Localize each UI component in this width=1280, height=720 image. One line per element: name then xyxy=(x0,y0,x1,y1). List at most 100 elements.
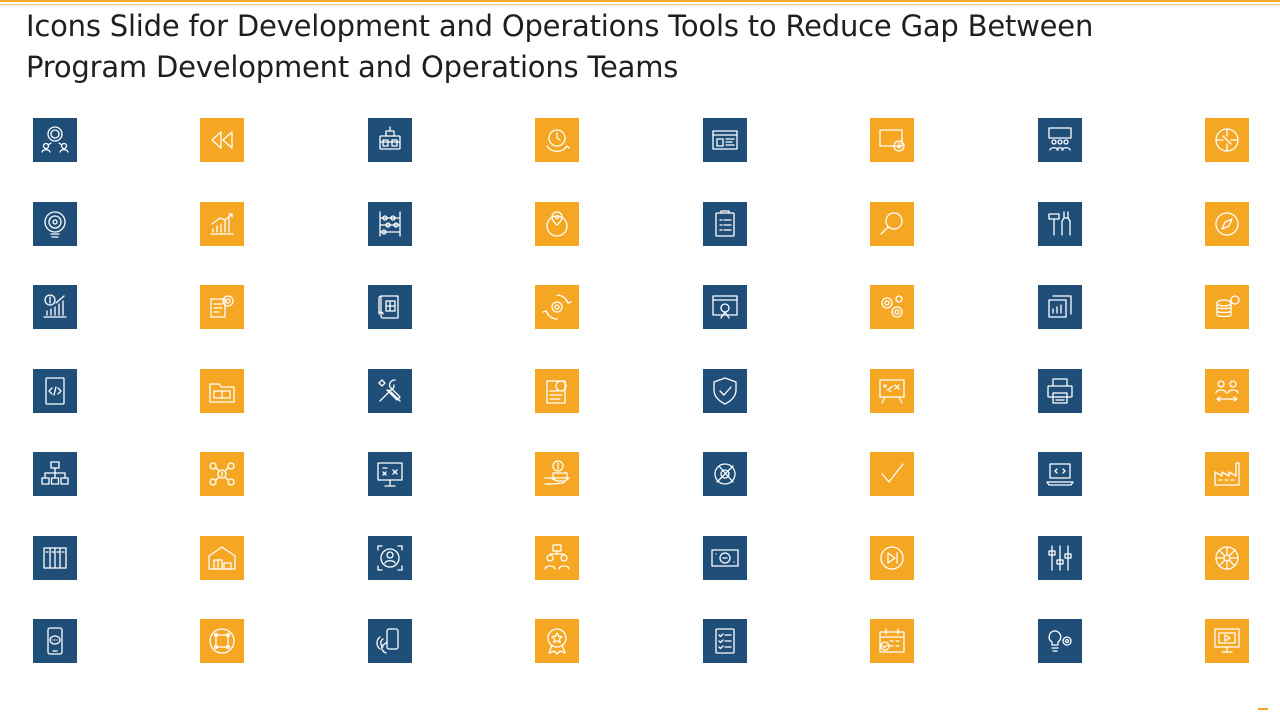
team-meeting-board-icon xyxy=(1038,118,1082,162)
org-chart-icon-glyph xyxy=(41,461,69,485)
rewind-icon xyxy=(200,118,244,162)
play-next-icon-glyph xyxy=(880,546,904,570)
idea-gear-icon xyxy=(1038,619,1082,663)
hammer-tools-icon xyxy=(1038,202,1082,246)
people-exchange-icon-glyph xyxy=(1215,380,1239,402)
hierarchy-people-icon xyxy=(535,536,579,580)
mixer-sliders-icon-glyph xyxy=(1048,545,1072,571)
code-tablet-icon xyxy=(33,369,77,413)
banknote-icon xyxy=(703,536,747,580)
checkmark-icon xyxy=(870,452,914,496)
mobile-chat-icon-glyph xyxy=(47,627,63,655)
clipboard-checklist-icon xyxy=(703,202,747,246)
compass-icon-glyph xyxy=(1215,212,1239,236)
warehouse-icon xyxy=(200,536,244,580)
gears-icon xyxy=(870,285,914,329)
title-line-2: Program Development and Operations Teams xyxy=(26,50,679,84)
checkmark-icon-glyph xyxy=(881,463,904,483)
server-racks-icon xyxy=(33,536,77,580)
luggage-icon-glyph xyxy=(379,126,401,150)
org-chart-icon xyxy=(33,452,77,496)
growth-bar-chart-icon-glyph xyxy=(210,213,234,235)
gear-cycle-icon xyxy=(535,285,579,329)
globe-location-pin-icon xyxy=(535,202,579,246)
circle-frame-icon xyxy=(200,619,244,663)
team-network-icon xyxy=(33,118,77,162)
network-dollar-icon-glyph xyxy=(209,462,235,486)
document-gear-icon-glyph xyxy=(210,295,234,318)
gear-tools-icon xyxy=(703,452,747,496)
wrench-screwdriver-icon-glyph xyxy=(378,379,401,402)
folder-icon-glyph xyxy=(209,383,235,403)
factory-icon xyxy=(1205,452,1249,496)
mixer-sliders-icon xyxy=(1038,536,1082,580)
screen-download-icon-glyph xyxy=(879,129,905,152)
phone-hand-icon xyxy=(368,619,412,663)
banknote-icon-glyph xyxy=(711,549,739,567)
people-exchange-icon xyxy=(1205,369,1249,413)
coins-settings-icon xyxy=(1205,285,1249,329)
hand-money-icon xyxy=(535,452,579,496)
abacus-icon xyxy=(368,202,412,246)
compass-circle-icon-glyph xyxy=(1215,128,1239,152)
dollar-growth-chart-icon-glyph xyxy=(43,294,67,318)
blueprint-scroll-icon-glyph xyxy=(378,295,399,319)
screen-download-icon xyxy=(870,118,914,162)
award-star-icon xyxy=(535,619,579,663)
warehouse-icon-glyph xyxy=(208,546,236,570)
hand-money-icon-glyph xyxy=(544,460,570,485)
code-tablet-icon-glyph xyxy=(45,377,65,405)
globe-location-pin-icon-glyph xyxy=(546,211,568,237)
magnifier-icon-glyph xyxy=(880,212,903,235)
strategy-board-icon-glyph xyxy=(879,379,905,404)
dashboard-window-icon xyxy=(703,118,747,162)
printer-icon xyxy=(1038,369,1082,413)
bulb-target-icon xyxy=(33,202,77,246)
radial-network-icon xyxy=(1205,536,1249,580)
compass-circle-icon xyxy=(1205,118,1249,162)
calendar-check-icon xyxy=(870,619,914,663)
team-meeting-board-icon-glyph xyxy=(1048,127,1072,151)
abacus-icon-glyph xyxy=(379,211,401,237)
checklist-icon-glyph xyxy=(715,628,735,654)
slide-title: Icons Slide for Development and Operatio… xyxy=(26,6,1246,88)
bulb-target-icon-glyph xyxy=(44,211,66,238)
hammer-tools-icon-glyph xyxy=(1048,211,1071,236)
clock-cycle-icon-glyph xyxy=(546,129,570,152)
folder-icon xyxy=(200,369,244,413)
top-accent-rule-thin xyxy=(0,4,1280,5)
strategy-board-icon xyxy=(870,369,914,413)
team-network-icon-glyph xyxy=(41,126,69,153)
printer-icon-glyph xyxy=(1047,378,1073,404)
radial-network-icon-glyph xyxy=(1215,546,1239,570)
award-star-icon-glyph xyxy=(547,628,567,655)
stacked-chart-windows-icon-glyph xyxy=(1048,295,1072,318)
wrench-screwdriver-icon xyxy=(368,369,412,413)
growth-bar-chart-icon xyxy=(200,202,244,246)
focus-person-icon xyxy=(368,536,412,580)
network-dollar-icon xyxy=(200,452,244,496)
document-badge-icon-glyph xyxy=(546,380,567,404)
presentation-board-icon-glyph xyxy=(377,462,403,487)
document-badge-icon xyxy=(535,369,579,413)
factory-icon-glyph xyxy=(1214,462,1240,486)
circle-frame-icon-glyph xyxy=(209,628,235,654)
laptop-code-icon xyxy=(1038,452,1082,496)
dollar-growth-chart-icon xyxy=(33,285,77,329)
shield-check-icon xyxy=(703,369,747,413)
idea-gear-icon-glyph xyxy=(1048,630,1072,652)
mobile-chat-icon xyxy=(33,619,77,663)
coins-settings-icon-glyph xyxy=(1216,295,1240,318)
rewind-icon-glyph xyxy=(211,131,233,149)
calendar-check-icon-glyph xyxy=(879,628,905,653)
compass-icon xyxy=(1205,202,1249,246)
page-corner-mark xyxy=(1258,708,1268,710)
monitor-video-icon-glyph xyxy=(1214,628,1240,653)
web-page-gear-icon-glyph xyxy=(712,295,738,319)
clipboard-checklist-icon-glyph xyxy=(715,210,735,237)
clock-cycle-icon xyxy=(535,118,579,162)
title-line-1: Icons Slide for Development and Operatio… xyxy=(26,9,1094,43)
gears-icon-glyph xyxy=(881,295,903,318)
stacked-chart-windows-icon xyxy=(1038,285,1082,329)
